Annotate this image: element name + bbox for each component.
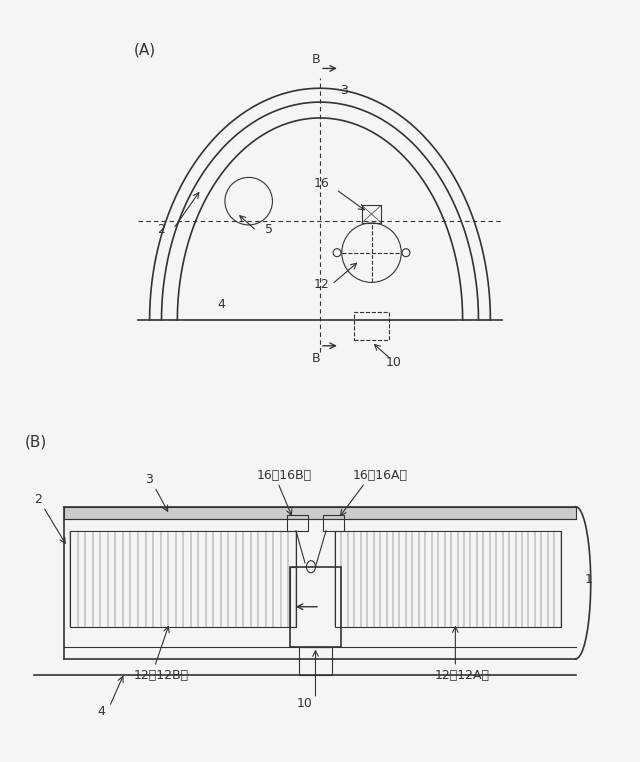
Text: 12（12A）: 12（12A）	[435, 669, 490, 682]
Bar	[70, 530, 296, 626]
Text: 16: 16	[314, 178, 330, 190]
Text: 2: 2	[157, 223, 166, 236]
Text: (A): (A)	[134, 43, 156, 58]
Bar	[299, 647, 332, 675]
Bar	[335, 530, 561, 626]
Bar	[287, 515, 308, 530]
Text: B: B	[312, 53, 321, 66]
Text: 1: 1	[585, 573, 593, 586]
Text: 12（12B）: 12（12B）	[134, 669, 189, 682]
Bar	[290, 567, 296, 626]
Bar	[290, 567, 341, 647]
Text: (B): (B)	[25, 435, 47, 450]
Text: 10: 10	[297, 696, 313, 709]
Text: 3: 3	[145, 472, 154, 485]
Bar	[64, 507, 576, 519]
Text: 16（16B）: 16（16B）	[257, 469, 312, 482]
Text: 12: 12	[314, 278, 330, 291]
Bar	[354, 312, 389, 340]
Text: 16（16A）: 16（16A）	[353, 469, 408, 482]
Text: 10: 10	[385, 356, 401, 369]
Text: 5: 5	[264, 223, 273, 236]
Text: B: B	[312, 352, 321, 365]
Text: 4: 4	[217, 298, 225, 311]
Text: 3: 3	[340, 84, 348, 98]
Text: 2: 2	[34, 493, 42, 506]
Bar	[323, 515, 344, 530]
Text: 4: 4	[97, 705, 106, 718]
Bar	[362, 205, 381, 223]
